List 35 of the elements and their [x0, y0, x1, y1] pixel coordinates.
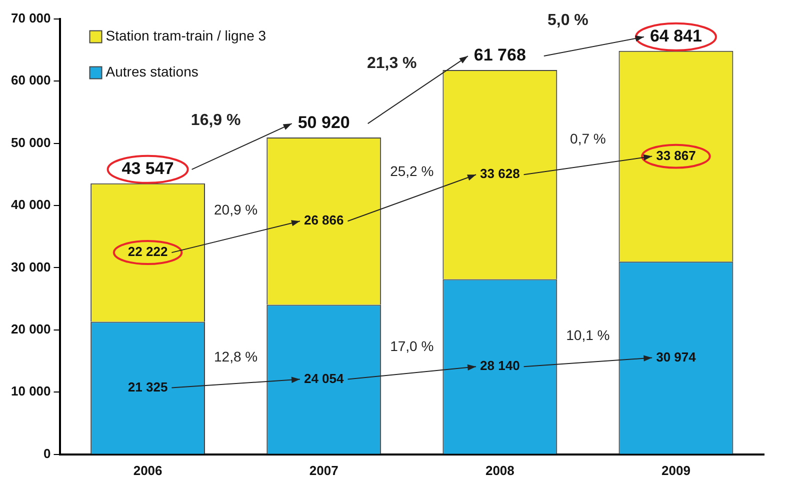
legend-label: Station tram-train / ligne 3	[106, 28, 266, 44]
annotation: 20,9 %	[214, 202, 258, 218]
legend-label: Autres stations	[106, 64, 198, 80]
annotation: 5,0 %	[547, 12, 588, 29]
data-label: 33 628	[480, 166, 520, 182]
y-tick-label: 60 000	[10, 72, 51, 88]
y-tick-label: 40 000	[10, 197, 51, 212]
data-label: 24 054	[304, 370, 344, 386]
annotation: 12,8 %	[214, 348, 258, 364]
y-tick-label: 50 000	[10, 134, 51, 150]
x-tick-label: 2007	[309, 462, 338, 478]
y-tick-label: 20 000	[10, 322, 51, 337]
data-label: 33 867	[656, 148, 696, 163]
total-label: 43 547	[122, 159, 174, 178]
data-label: 21 325	[128, 379, 168, 394]
annotation: 10,1 %	[566, 327, 610, 344]
y-tick-label: 70 000	[10, 10, 51, 26]
total-label: 64 841	[650, 26, 702, 46]
total-label: 50 920	[298, 113, 350, 132]
total-label: 61 768	[474, 46, 526, 65]
x-tick-label: 2009	[662, 462, 690, 478]
annotation: 16,9 %	[190, 112, 241, 129]
annotation: 17,0 %	[390, 338, 434, 354]
annotation: 0,7 %	[570, 130, 606, 146]
y-tick-label: 0	[44, 446, 51, 461]
data-label: 28 140	[480, 358, 520, 374]
data-label: 22 222	[128, 244, 168, 260]
annotation: 25,2 %	[390, 162, 434, 179]
annotation: 21,3 %	[366, 55, 417, 72]
y-tick-label: 10 000	[10, 384, 51, 399]
data-label: 26 866	[304, 212, 344, 228]
x-tick-label: 2008	[485, 462, 514, 478]
y-tick-label: 30 000	[10, 259, 51, 274]
x-tick-label: 2006	[133, 462, 162, 478]
data-label: 30 974	[656, 349, 697, 364]
